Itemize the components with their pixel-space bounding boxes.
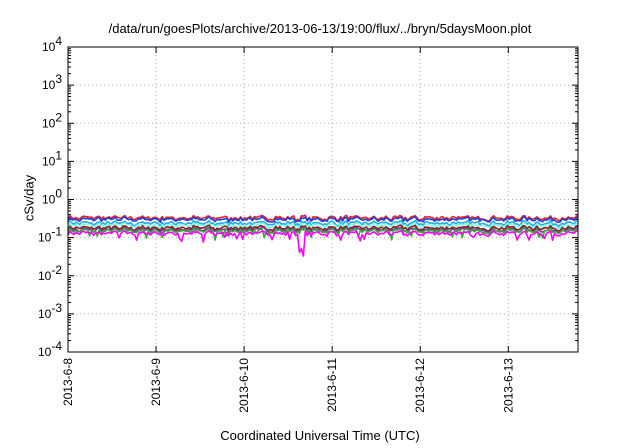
plot-frame [67, 46, 579, 353]
x-axis-label: Coordinated Universal Time (UTC) [220, 428, 420, 443]
series-line [67, 226, 579, 234]
series-line [67, 221, 579, 230]
series-line [67, 224, 579, 232]
series-line [67, 214, 579, 222]
y-tick-label: 10-2 [38, 263, 62, 283]
y-tick-label: 103 [42, 72, 62, 92]
x-tick-label: 2013-6-12 [413, 358, 427, 413]
y-tick-label: 10-3 [38, 301, 62, 321]
y-tick-label: 10-1 [38, 225, 62, 245]
x-tick-label: 2013-6-13 [501, 358, 515, 413]
series-line [67, 215, 579, 224]
y-tick-label: 102 [42, 110, 62, 130]
x-tick-label: 2013-6-11 [325, 358, 339, 412]
series-line [67, 227, 579, 241]
series-line [67, 219, 579, 228]
x-tick-label: 2013-6-9 [149, 358, 163, 406]
y-tick-label: 104 [42, 34, 62, 54]
y-tick-label: 10-4 [38, 339, 62, 359]
y-tick-label: 101 [42, 148, 62, 168]
x-tick-label: 2013-6-10 [237, 358, 251, 413]
y-tick-label: 100 [42, 187, 62, 207]
series-line [67, 229, 579, 257]
chart-title: /data/run/goesPlots/archive/2013-06-13/1… [108, 21, 532, 36]
x-tick-label: 2013-6-8 [61, 358, 75, 406]
